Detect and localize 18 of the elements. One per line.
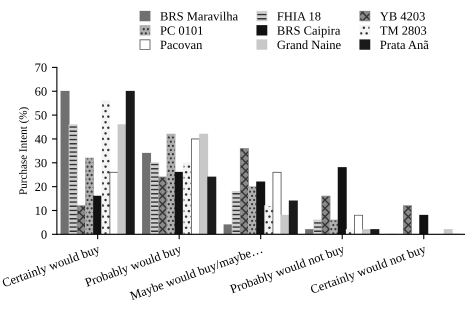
y-tick-label: 0 xyxy=(41,230,47,239)
legend-label: Prata Anã xyxy=(380,40,429,50)
legend-label: Pacovan xyxy=(160,40,202,50)
legend-label: PC 0101 xyxy=(160,26,203,35)
y-tick-label: 30 xyxy=(35,158,47,168)
legend-label: TM 2803 xyxy=(380,26,426,35)
legend-label: YB 4203 xyxy=(380,12,425,20)
legend-label: BRS Caipira xyxy=(277,26,340,38)
legend-label: FHIA 18 xyxy=(277,12,321,20)
y-axis-title: Purchase Intent (%) xyxy=(19,107,30,195)
y-tick-label: 20 xyxy=(35,182,47,192)
y-tick-label: 40 xyxy=(34,134,47,144)
y-tick-label: 50 xyxy=(35,111,47,120)
legend-label: Grand Naine xyxy=(277,40,341,50)
y-tick-label: 70 xyxy=(35,63,47,72)
legend-label: BRS Maravilha xyxy=(160,12,238,20)
y-tick-label: 10 xyxy=(36,206,47,215)
y-tick-label: 60 xyxy=(35,87,47,96)
